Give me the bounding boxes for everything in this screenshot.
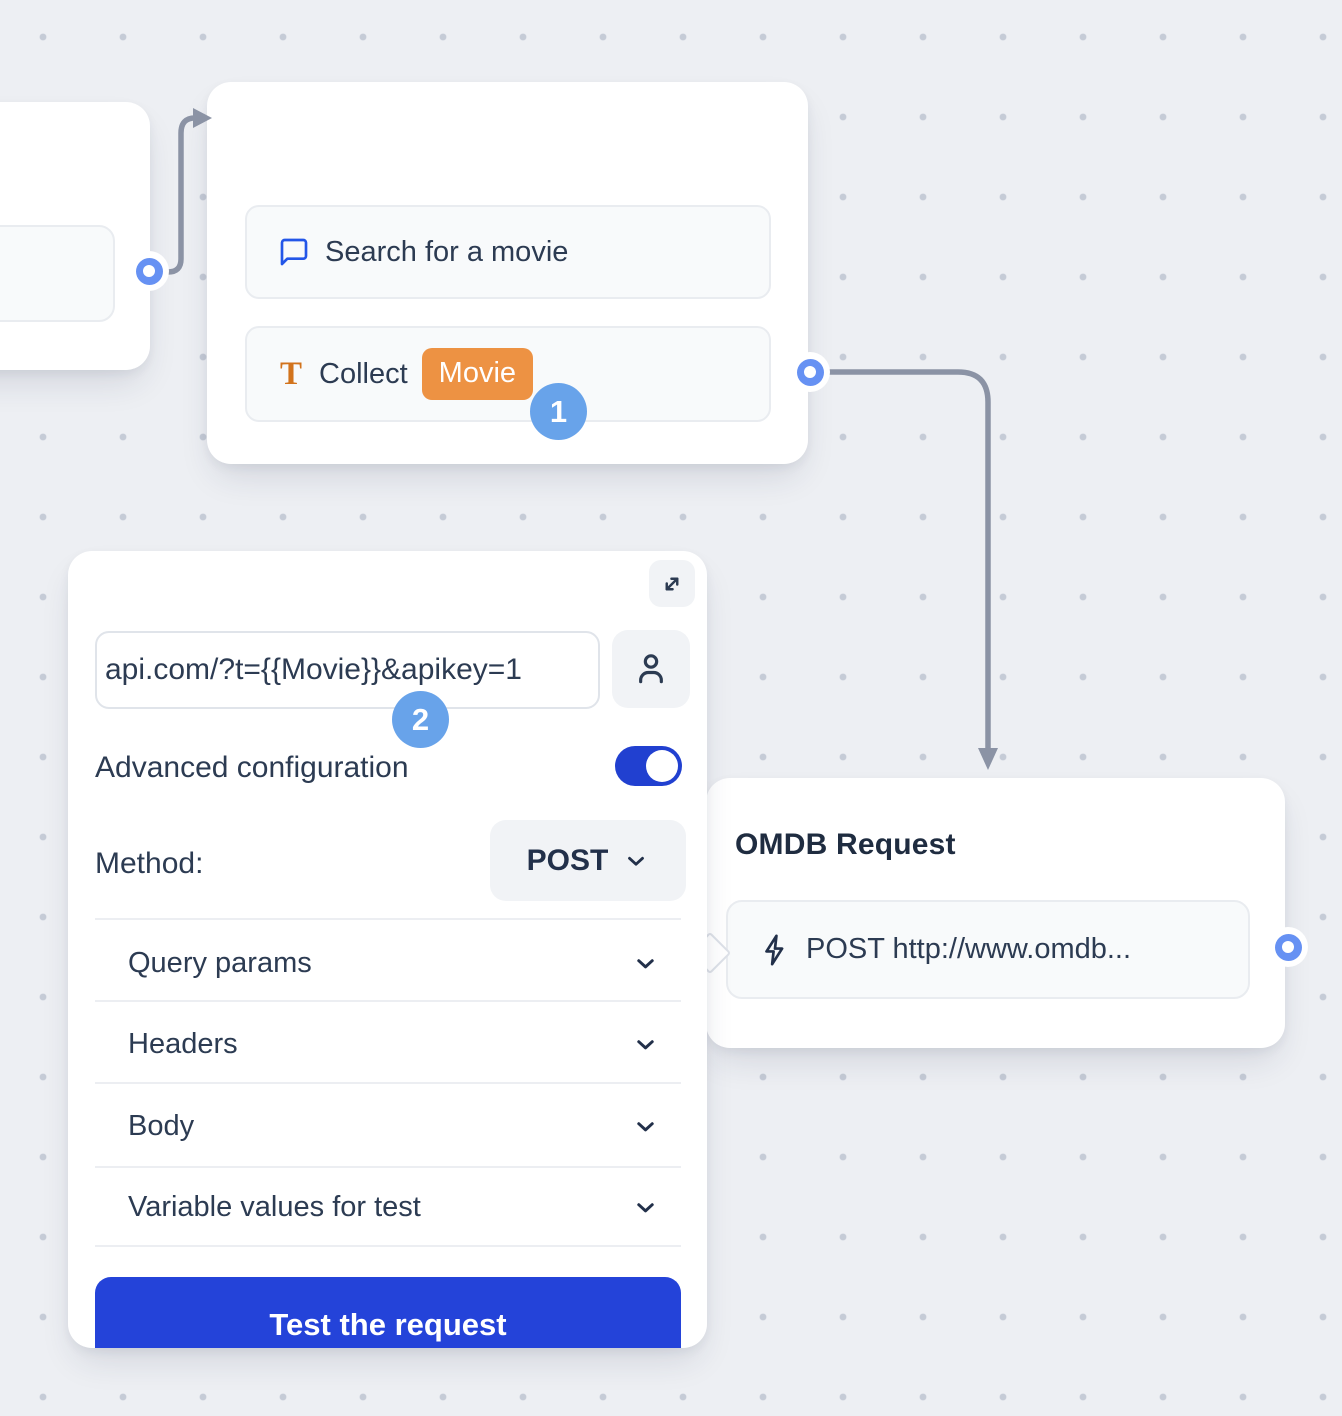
user-variable-button[interactable] [612,630,690,708]
chat-bubble-icon [278,236,310,268]
output-port-movie-search[interactable] [790,352,830,392]
step-badge-2: 2 [392,691,449,748]
section-body[interactable]: Body [95,1096,681,1156]
previous-node-card[interactable] [0,102,150,370]
step-badge-1: 1 [530,383,587,440]
item-label: Collect [319,357,408,390]
method-label: Method: [95,847,204,880]
section-label: Body [128,1109,195,1142]
section-variable-values[interactable]: Variable values for test [95,1177,681,1237]
divider [95,1166,681,1168]
omdb-request-node[interactable]: OMDB Request POST http://www.omdb... [706,778,1285,1048]
section-label: Headers [128,1027,238,1060]
divider [95,918,681,920]
lightning-bolt-icon [758,933,792,967]
arrowhead-down-icon [978,748,998,770]
output-port-previous-node[interactable] [129,251,169,291]
section-label: Query params [128,946,312,979]
chevron-down-icon [632,1031,659,1058]
expand-icon [658,570,686,598]
chevron-down-icon [632,1113,659,1140]
node-title: OMDB Request [735,828,956,861]
advanced-configuration-toggle[interactable] [615,746,682,786]
url-input[interactable]: api.com/?t={{Movie}}&apikey=1 [95,631,600,709]
test-request-button[interactable]: Test the request [95,1277,681,1348]
omdb-request-item[interactable]: POST http://www.omdb... [726,900,1250,999]
section-query-params[interactable]: Query params [95,933,681,993]
advanced-configuration-label: Advanced configuration [95,751,409,784]
method-value: POST [526,843,609,877]
divider [95,1245,681,1247]
movie-search-item-collect[interactable]: T Collect Movie [245,326,771,422]
connector-left-to-movie-search [157,115,198,275]
url-input-value: api.com/?t={{Movie}}&apikey=1 [105,653,522,686]
chevron-down-icon [632,950,659,977]
item-label: Search for a movie [325,235,569,268]
movie-search-node[interactable]: Movie search Search for a movie T Collec… [207,82,808,464]
section-headers[interactable]: Headers [95,1014,681,1074]
method-select[interactable]: POST [490,820,686,901]
item-label: POST http://www.omdb... [806,933,1132,965]
person-icon [631,649,671,689]
chevron-down-icon [623,848,649,874]
connector-movie-search-to-omdb [819,369,991,753]
previous-node-item[interactable] [0,225,115,322]
variable-badge-movie[interactable]: Movie [421,348,534,400]
webhook-config-panel: api.com/?t={{Movie}}&apikey=1 2 Advanced… [68,551,707,1348]
toggle-knob [646,750,678,782]
section-label: Variable values for test [128,1190,421,1223]
text-input-icon: T [280,355,303,392]
chevron-down-icon [632,1194,659,1221]
divider [95,1082,681,1084]
expand-button[interactable] [649,560,695,607]
movie-search-item-question[interactable]: Search for a movie [245,205,771,299]
output-port-omdb-request[interactable] [1268,927,1308,967]
divider [95,1000,681,1002]
